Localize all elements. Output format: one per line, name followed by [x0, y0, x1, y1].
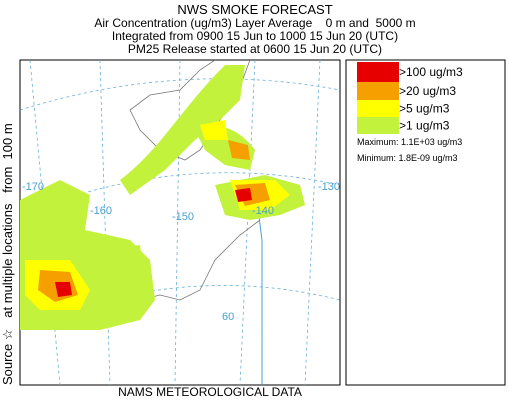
legend-swatch [357, 100, 399, 117]
plume [200, 120, 228, 140]
plume [120, 65, 245, 195]
subtitle: Integrated from 0900 15 Jun to 1000 15 J… [112, 29, 398, 43]
map-label: -160 [90, 205, 112, 217]
smoke-plumes [20, 65, 305, 330]
legend-swatch [357, 117, 399, 134]
map-label: -170 [22, 181, 44, 193]
legend-max: Maximum: 1.1E+03 ug/m3 [357, 137, 462, 147]
map-label: -140 [252, 205, 274, 217]
plume [235, 188, 252, 202]
plume [228, 140, 250, 160]
source-label: Source ☆ at multiple locations from 100 … [0, 123, 15, 385]
map-label: 60 [222, 311, 234, 323]
subtitle: PM25 Release started at 0600 15 Jun 20 (… [128, 42, 382, 56]
legend-label: >1 ug/m3 [399, 119, 450, 133]
legend-swatch [357, 82, 399, 100]
legend-label: >20 ug/m3 [399, 84, 456, 98]
plume [100, 245, 145, 295]
legend-min: Minimum: 1.8E-09 ug/m3 [357, 153, 458, 163]
subtitle: Air Concentration (ug/m3) Layer Average … [94, 16, 415, 30]
plume [55, 282, 72, 297]
map-label: -150 [172, 211, 194, 223]
map-label: -130 [318, 181, 340, 193]
legend-label: >5 ug/m3 [399, 102, 450, 116]
graticule [29, 60, 321, 385]
title: NWS SMOKE FORECAST [177, 2, 332, 17]
legend-swatch [357, 62, 399, 82]
map: -170 -160 -150 -140 -130 60 [19, 59, 341, 386]
legend: Maximum: 1.1E+03 ug/m3 Minimum: 1.8E-09 … [345, 59, 506, 386]
legend-label: >100 ug/m3 [399, 65, 463, 79]
footer: NAMS METEOROLOGICAL DATA [118, 385, 302, 399]
